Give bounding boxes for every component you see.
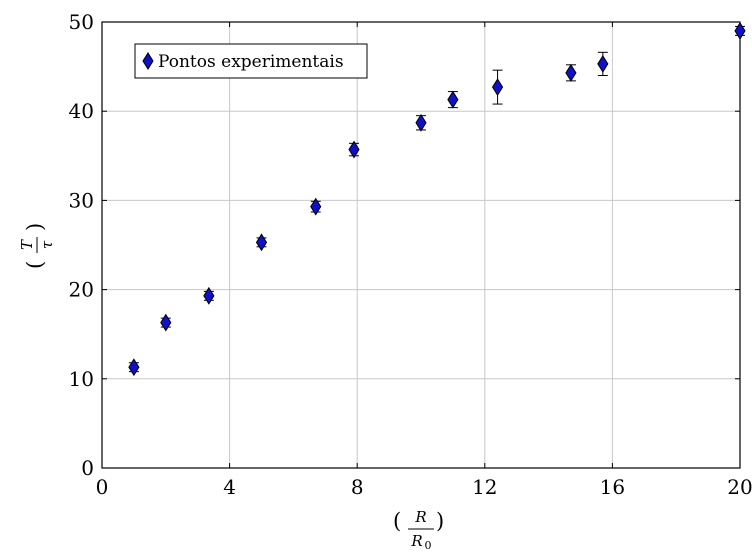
x-tick-label: 16 <box>600 475 625 499</box>
x-tick-label: 12 <box>472 475 497 499</box>
legend-entry-label: Pontos experimentais <box>158 52 344 72</box>
y-axis-label-open-paren: ( <box>23 261 47 269</box>
data-point-diamond <box>160 313 172 332</box>
data-point-diamond <box>447 90 459 109</box>
tick-labels: 0 4 8 12 16 20 0 10 20 30 40 50 <box>69 10 752 499</box>
data-point-diamond <box>310 197 322 216</box>
legend-box <box>134 43 368 79</box>
y-tick-label: 0 <box>81 456 94 480</box>
data-points <box>128 21 746 377</box>
data-point-diamond <box>255 233 268 252</box>
x-axis-label-denominator-subscript: 0 <box>425 539 432 552</box>
y-axis-label-denominator: τ <box>38 240 56 249</box>
x-axis-label-numerator: R <box>414 508 426 526</box>
y-axis-label-numerator: T <box>18 239 36 250</box>
data-point-diamond <box>734 21 746 40</box>
data-point-diamond <box>203 286 215 305</box>
x-tick-label: 0 <box>96 475 109 499</box>
data-point-diamond <box>348 140 360 159</box>
y-tick-label: 20 <box>69 278 94 302</box>
x-tick-label: 4 <box>223 475 236 499</box>
data-point-diamond <box>415 113 427 132</box>
legend-diamond-marker <box>142 52 154 70</box>
y-tick-label: 50 <box>69 10 94 34</box>
data-point-diamond <box>565 63 577 82</box>
y-axis-label-close-paren: ) <box>23 223 47 231</box>
plot-frame <box>101 21 741 469</box>
y-tick-label: 30 <box>69 188 94 212</box>
y-tick-label: 40 <box>69 99 94 123</box>
y-axis-label: ( T τ ) <box>18 223 56 269</box>
y-tick-label: 10 <box>69 367 94 391</box>
x-axis-label-close-paren: ) <box>436 509 444 533</box>
x-axis-label: ( R R 0 ) <box>393 508 444 552</box>
x-axis-label-open-paren: ( <box>393 509 401 533</box>
legend: Pontos experimentais <box>134 43 368 79</box>
axes <box>101 21 741 469</box>
grid-lines <box>101 21 741 469</box>
data-point-diamond <box>128 358 140 377</box>
data-point-diamond <box>491 78 504 97</box>
x-tick-label: 8 <box>351 475 364 499</box>
x-axis-label-denominator: R <box>410 532 422 550</box>
data-point-diamond <box>597 54 609 73</box>
x-tick-label: 20 <box>727 475 752 499</box>
